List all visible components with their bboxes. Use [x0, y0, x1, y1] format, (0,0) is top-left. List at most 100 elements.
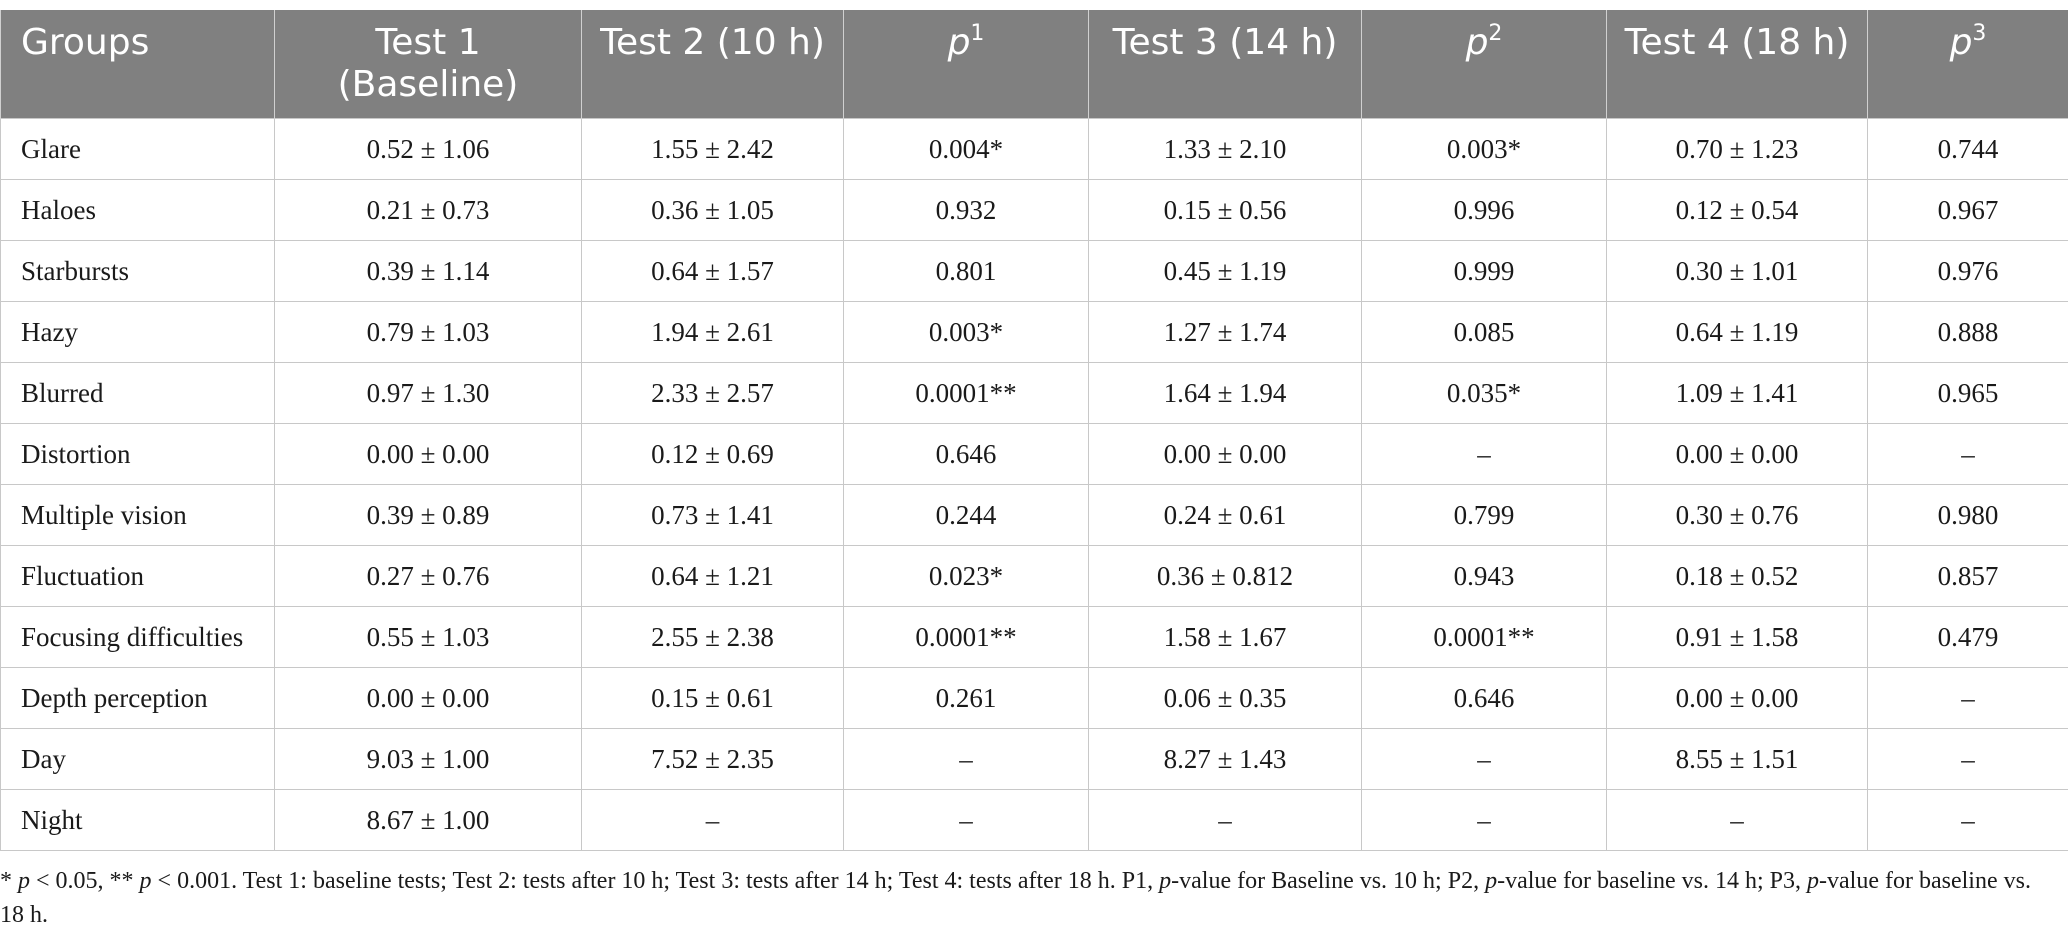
table-cell: 0.004* [843, 118, 1089, 180]
table-cell: 0.12 ± 0.54 [1606, 179, 1868, 241]
table-cell: 0.003* [1361, 118, 1607, 180]
table-cell: 0.15 ± 0.56 [1088, 179, 1362, 241]
table-cell: – [1867, 728, 2068, 790]
header-row: Groups Test 1 (Baseline) Test 2 (10 h) p1 Tes… [0, 10, 2068, 119]
table-cell: 0.801 [843, 240, 1089, 302]
table-cell: 1.55 ± 2.42 [581, 118, 844, 180]
table-cell: 0.18 ± 0.52 [1606, 545, 1868, 607]
footnote-text: -value for baseline vs. 18 h. [0, 868, 2031, 928]
table-cell: – [1088, 789, 1362, 851]
footnote-text: * [0, 868, 18, 894]
table-cell: 1.09 ± 1.41 [1606, 362, 1868, 424]
column-header: Test 2 (10 h) [581, 10, 844, 119]
row-label: Night [0, 789, 275, 851]
row-label: Depth perception [0, 667, 275, 729]
column-header-superscript: 3 [1972, 21, 1987, 46]
column-header-label: Test 3 (14 h) [1112, 22, 1338, 63]
table-cell: 0.999 [1361, 240, 1607, 302]
table-cell: 0.45 ± 1.19 [1088, 240, 1362, 302]
table-row: Hazy 0.79 ± 1.03 1.94 ± 2.61 0.003* 1.27 ± 1… [0, 301, 2068, 363]
table-row: Fluctuation 0.27 ± 0.76 0.64 ± 1.21 0.023* 0… [0, 545, 2068, 607]
table-cell: 0.64 ± 1.57 [581, 240, 844, 302]
table-row: Depth perception 0.00 ± 0.00 0.15 ± 0.61 0.… [0, 667, 2068, 729]
table-cell: 7.52 ± 2.35 [581, 728, 844, 790]
data-table: Groups Test 1 (Baseline) Test 2 (10 h) p1 Tes… [0, 10, 2068, 851]
table-cell: 1.33 ± 2.10 [1088, 118, 1362, 180]
footnote-text: p [1485, 868, 1498, 894]
table-cell: 0.967 [1867, 179, 2068, 241]
column-header-sublabel: (Baseline) [337, 64, 519, 105]
table-row: Distortion 0.00 ± 0.00 0.12 ± 0.69 0.646 0.0… [0, 423, 2068, 485]
table-cell: 0.023* [843, 545, 1089, 607]
column-header: p3 [1867, 10, 2068, 119]
table-cell: 0.00 ± 0.00 [1606, 667, 1868, 729]
row-label: Focusing difficulties [0, 606, 275, 668]
row-label: Blurred [0, 362, 275, 424]
column-header: p2 [1361, 10, 1607, 119]
table-row: Blurred 0.97 ± 1.30 2.33 ± 2.57 0.0001** 1.6… [0, 362, 2068, 424]
table-cell: 0.36 ± 0.812 [1088, 545, 1362, 607]
column-header-label: Test 2 (10 h) [600, 22, 825, 63]
column-header-label: p [1465, 22, 1489, 63]
table-cell: 0.003* [843, 301, 1089, 363]
row-label: Multiple vision [0, 484, 275, 546]
column-header: Test 1 (Baseline) [274, 10, 582, 119]
row-label: Fluctuation [0, 545, 275, 607]
table-cell: 8.67 ± 1.00 [274, 789, 582, 851]
table-cell: 0.73 ± 1.41 [581, 484, 844, 546]
table-cell: – [843, 789, 1089, 851]
table-body: Glare 0.52 ± 1.06 1.55 ± 2.42 0.004* 1.33 ± … [0, 118, 2068, 851]
table-cell: 0.21 ± 0.73 [274, 179, 582, 241]
column-header: Test 4 (18 h) [1606, 10, 1868, 119]
row-label: Starbursts [0, 240, 275, 302]
footnote-text: p [1807, 868, 1820, 894]
table-cell: 0.27 ± 0.76 [274, 545, 582, 607]
table-cell: 0.244 [843, 484, 1089, 546]
table-cell: 0.965 [1867, 362, 2068, 424]
table-cell: 0.70 ± 1.23 [1606, 118, 1868, 180]
table-cell: 0.30 ± 1.01 [1606, 240, 1868, 302]
table-cell: – [1867, 423, 2068, 485]
table-cell: 0.888 [1867, 301, 2068, 363]
table-cell: – [1867, 789, 2068, 851]
table-row: Starbursts 0.39 ± 1.14 0.64 ± 1.57 0.801 0.4… [0, 240, 2068, 302]
table-cell: 0.035* [1361, 362, 1607, 424]
table-cell: 0.91 ± 1.58 [1606, 606, 1868, 668]
footnote-text: p [1159, 868, 1172, 894]
table-cell: 0.799 [1361, 484, 1607, 546]
table-cell: 0.00 ± 0.00 [1606, 423, 1868, 485]
table-cell: 0.36 ± 1.05 [581, 179, 844, 241]
table-cell: 0.980 [1867, 484, 2068, 546]
column-header-label: Test 1 [375, 22, 481, 63]
table-cell: 2.33 ± 2.57 [581, 362, 844, 424]
table-cell: 9.03 ± 1.00 [274, 728, 582, 790]
table-cell: – [1867, 667, 2068, 729]
table-cell: 0.085 [1361, 301, 1607, 363]
column-header-label: Test 4 (18 h) [1624, 22, 1850, 63]
table-cell: 0.64 ± 1.19 [1606, 301, 1868, 363]
column-header-superscript: 1 [970, 21, 985, 46]
table-cell: 0.24 ± 0.61 [1088, 484, 1362, 546]
table-cell: 0.261 [843, 667, 1089, 729]
table-cell: 0.39 ± 0.89 [274, 484, 582, 546]
table-cell: 0.64 ± 1.21 [581, 545, 844, 607]
table-cell: – [1361, 423, 1607, 485]
column-header: Groups [0, 10, 275, 119]
table-cell: 0.0001** [843, 362, 1089, 424]
table-cell: 0.15 ± 0.61 [581, 667, 844, 729]
table-row: Haloes 0.21 ± 0.73 0.36 ± 1.05 0.932 0.15 ± … [0, 179, 2068, 241]
table-cell: 0.996 [1361, 179, 1607, 241]
table-cell: 0.30 ± 0.76 [1606, 484, 1868, 546]
table-row: Night 8.67 ± 1.00– – – – – – [0, 789, 2068, 851]
data-table-container: Groups Test 1 (Baseline) Test 2 (10 h) p1 Tes… [0, 10, 2068, 851]
table-cell: – [1361, 728, 1607, 790]
row-label: Day [0, 728, 275, 790]
table-cell: 8.27 ± 1.43 [1088, 728, 1362, 790]
table-cell: 0.79 ± 1.03 [274, 301, 582, 363]
table-cell: 0.55 ± 1.03 [274, 606, 582, 668]
table-cell: 0.0001** [843, 606, 1089, 668]
footnote-text: < 0.05, ** [30, 868, 140, 894]
table-cell: 0.976 [1867, 240, 2068, 302]
table-cell: 0.857 [1867, 545, 2068, 607]
table-row: Multiple vision 0.39 ± 0.89 0.73 ± 1.41 0.2… [0, 484, 2068, 546]
